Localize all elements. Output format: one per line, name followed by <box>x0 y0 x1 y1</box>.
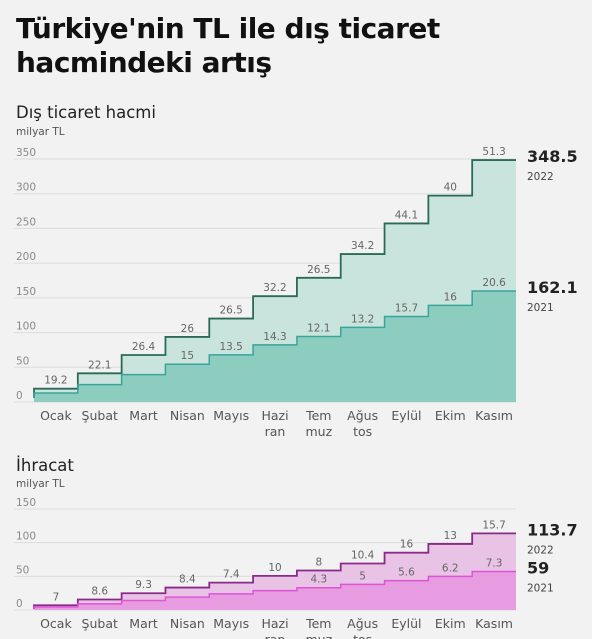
x-category-label: Ağus <box>347 408 378 423</box>
series-2022-line <box>33 532 516 609</box>
series-2022-value-label: 13 <box>444 530 457 542</box>
series-2021-value-label: 13.5 <box>219 341 242 353</box>
series-2022-value-label: 15.7 <box>482 519 505 531</box>
x-category-label: muz <box>305 424 332 439</box>
series-2021-area <box>34 291 516 402</box>
x-category-label: Hazi <box>261 616 288 631</box>
series-2021-line <box>33 290 516 398</box>
x-category-label: Hazi <box>261 408 288 423</box>
x-category-label: Tem <box>305 408 331 423</box>
x-category-label: Şubat <box>82 616 118 631</box>
x-category-label: Mayıs <box>213 616 249 631</box>
y-tick-label: 100 <box>16 531 36 543</box>
series-2021-value-label: 15 <box>181 350 194 362</box>
series-2022-value-label: 32.2 <box>263 282 286 294</box>
x-category-label: Ocak <box>40 616 72 631</box>
series-2022-total: 348.5 <box>527 147 578 166</box>
series-2021-value-label: 14.3 <box>263 331 286 343</box>
series-2021-total: 162.1 <box>527 278 578 297</box>
x-category-label: Eylül <box>391 616 421 631</box>
x-category-label: Tem <box>305 616 331 631</box>
x-category-label: ran <box>265 632 286 639</box>
x-category-label: Ekim <box>435 616 466 631</box>
series-2022-value-label: 10.4 <box>351 549 375 561</box>
series-2022-value-label: 51.3 <box>482 146 505 158</box>
export-chart-unit: milyar TL <box>16 478 65 490</box>
y-tick-label: 50 <box>16 564 29 576</box>
x-category-label: Ekim <box>435 408 466 423</box>
x-category-label: Kasım <box>475 616 513 631</box>
series-2022-value-label: 9.3 <box>135 579 152 591</box>
series-2022-value-label: 19.2 <box>44 375 67 387</box>
x-category-label: Mayıs <box>213 408 249 423</box>
series-2022-value-label: 22.1 <box>88 359 111 371</box>
y-tick-label: 150 <box>16 497 36 509</box>
series-2022-value-label: 26.4 <box>132 341 156 353</box>
x-category-label: Ocak <box>40 408 72 423</box>
series-2021-line <box>33 570 516 609</box>
series-2021-year: 2021 <box>527 302 554 314</box>
y-tick-label: 0 <box>16 598 23 610</box>
x-category-label: Ağus <box>347 616 378 631</box>
series-2021-value-label: 5.6 <box>398 567 415 579</box>
series-2021-value-label: 16 <box>444 291 458 303</box>
series-2022-value-label: 7.4 <box>223 569 240 581</box>
series-2021-year: 2021 <box>527 582 554 594</box>
trade-chart-unit: milyar TL <box>16 126 65 138</box>
x-category-label: Nisan <box>170 616 205 631</box>
series-2022-value-label: 8.6 <box>91 585 108 597</box>
series-2022-value-label: 26 <box>181 323 195 335</box>
series-2022-value-label: 40 <box>444 182 457 194</box>
series-2021-value-label: 6.2 <box>442 562 459 574</box>
x-category-label: Kasım <box>475 408 513 423</box>
y-tick-label: 200 <box>16 251 36 263</box>
y-tick-label: 150 <box>16 286 36 298</box>
series-2022-line <box>33 159 516 398</box>
series-2022-value-label: 10 <box>268 562 281 574</box>
page-title: Türkiye'nin TL ile dış ticaret hacmindek… <box>16 12 576 80</box>
x-category-label: Eylül <box>391 408 421 423</box>
series-2022-value-label: 44.1 <box>395 209 418 221</box>
x-category-label: muz <box>305 632 332 639</box>
series-2021-total: 59 <box>527 558 549 577</box>
series-2021-value-label: 4.3 <box>310 574 327 586</box>
x-category-label: Nisan <box>170 408 205 423</box>
series-2022-value-label: 34.2 <box>351 240 374 252</box>
x-category-label: tos <box>353 424 372 439</box>
series-2022-value-label: 8 <box>315 556 322 568</box>
x-category-label: ran <box>265 424 286 439</box>
series-2022-value-label: 26.5 <box>219 305 242 317</box>
series-2022-value-label: 8.4 <box>179 574 196 586</box>
series-2022-value-label: 7 <box>53 591 60 603</box>
export-chart: 0 50 100 150 7 8.6 9.3 8.4 7.4 10 8 10.4 16 13 15.7 4.3… <box>14 497 578 639</box>
y-tick-label: 300 <box>16 182 36 194</box>
series-2022-total: 113.7 <box>527 520 578 539</box>
y-tick-label: 50 <box>16 355 29 367</box>
x-category-label: Mart <box>129 408 158 423</box>
x-category-label: tos <box>353 632 372 639</box>
series-2021-value-label: 20.6 <box>482 277 506 289</box>
series-2022-year: 2022 <box>527 171 554 183</box>
x-category-label: Mart <box>129 616 158 631</box>
y-tick-label: 250 <box>16 216 36 228</box>
y-tick-label: 100 <box>16 321 36 333</box>
series-2021-value-label: 15.7 <box>395 302 418 314</box>
y-tick-label: 0 <box>16 390 23 402</box>
series-2022-value-label: 16 <box>400 539 414 551</box>
series-2021-value-label: 12.1 <box>307 323 330 335</box>
series-2021-value-label: 5 <box>359 570 366 582</box>
title-line-2: hacmindeki artış <box>16 46 272 79</box>
title-line-1: Türkiye'nin TL ile dış ticaret <box>16 12 440 45</box>
series-2022-value-label: 26.5 <box>307 264 330 276</box>
export-chart-title: İhracat <box>16 456 74 475</box>
series-2021-value-label: 13.2 <box>351 313 374 325</box>
series-2021-value-label: 7.3 <box>486 557 503 569</box>
y-tick-label: 350 <box>16 147 36 159</box>
trade-chart-title: Dış ticaret hacmi <box>16 103 156 122</box>
trade-volume-chart: 0 50 100 150 200 250 300 350 19.2 22.1 26.4 26 26.5 3… <box>14 146 578 439</box>
series-2022-year: 2022 <box>527 544 554 556</box>
x-category-label: Şubat <box>82 408 118 423</box>
